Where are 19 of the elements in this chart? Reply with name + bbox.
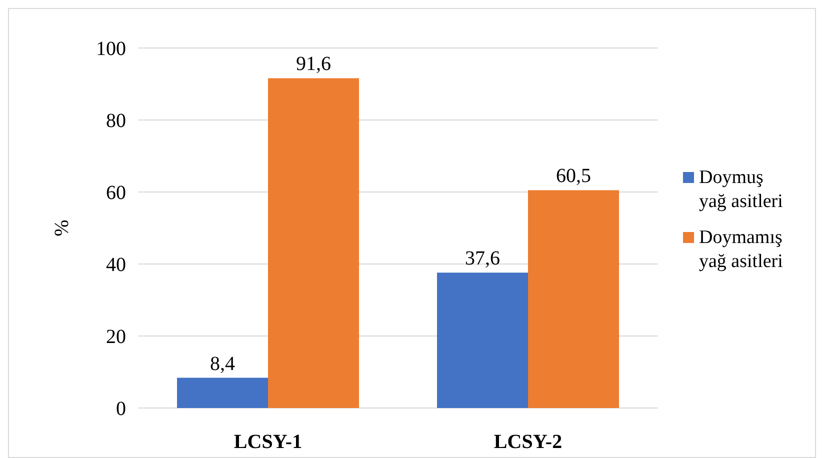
- y-tick-label: 60: [106, 182, 126, 204]
- bar: [528, 190, 619, 408]
- legend-label: Doymamış yağ asitleri: [699, 227, 783, 272]
- data-label: 91,6: [296, 53, 331, 76]
- x-tick-label: LCSY-2: [494, 431, 562, 453]
- data-label: 60,5: [556, 165, 591, 188]
- y-tick-label: 20: [106, 326, 126, 348]
- y-tick-label: 40: [106, 254, 126, 276]
- x-tick-label: LCSY-1: [234, 431, 302, 453]
- bar: [268, 78, 359, 408]
- bar: [177, 378, 268, 408]
- y-tick-label: 0: [116, 398, 126, 420]
- y-tick-label: 80: [106, 110, 126, 132]
- y-tick-label: 100: [96, 38, 126, 60]
- bar: [437, 272, 528, 408]
- data-label: 37,6: [465, 248, 500, 270]
- data-label: 8,4: [210, 352, 235, 375]
- legend-label: Doymuş yağ asitleri: [699, 167, 783, 212]
- y-axis-title: %: [51, 220, 73, 236]
